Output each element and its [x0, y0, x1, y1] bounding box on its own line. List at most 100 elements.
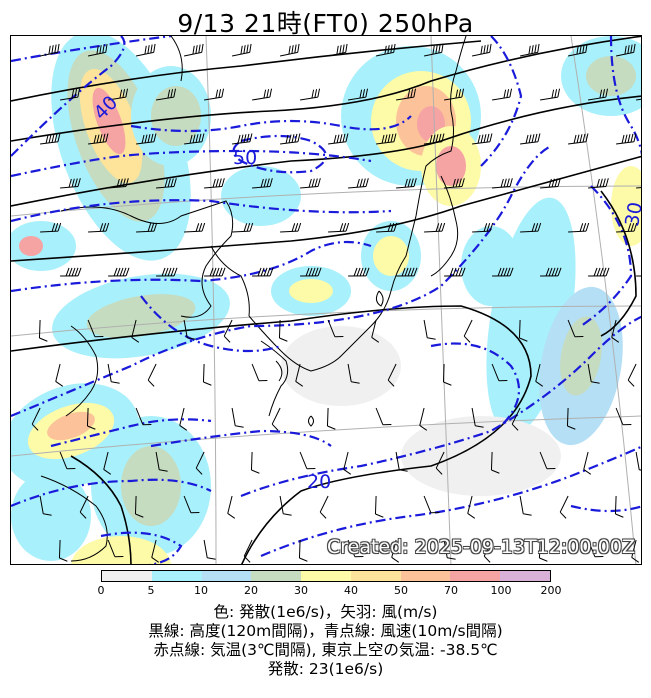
wind-barb	[343, 451, 352, 475]
divergence-patch	[373, 236, 409, 276]
wind-barb	[636, 275, 641, 277]
wind-barb	[39, 43, 60, 57]
wind-barb	[636, 185, 641, 189]
wind-barb	[135, 43, 156, 57]
wind-barb	[135, 407, 152, 426]
wind-barb	[611, 319, 620, 343]
wind-barb	[179, 407, 188, 431]
colorbar-segment	[201, 571, 252, 581]
wind-barb	[204, 178, 225, 189]
wind-barb	[40, 133, 61, 145]
divergence-patch	[151, 86, 201, 146]
wind-barb	[627, 363, 637, 387]
colorbar-tick-label: 50	[394, 584, 408, 597]
wind-barb	[280, 222, 302, 233]
colorbar-tick-label: 0	[97, 584, 105, 597]
wind-barb	[395, 451, 408, 472]
wind-barb	[328, 133, 349, 145]
colorbar-tick-label: 30	[294, 584, 308, 597]
colorbar-tick-label: 20	[244, 584, 258, 597]
colorbar-segment	[500, 571, 551, 581]
wind-barb	[203, 539, 216, 560]
wind-barb	[588, 178, 609, 189]
wind-barb	[471, 407, 484, 428]
wind-barb	[471, 43, 492, 57]
wind-barb	[492, 178, 513, 189]
divergence-patch	[19, 236, 43, 256]
divergence-patch	[586, 56, 636, 96]
wind-barb	[424, 133, 445, 145]
wind-barb	[195, 451, 205, 475]
created-timestamp: Created: 2025-09-13T12:00:00Z	[326, 536, 635, 558]
divergence-patch	[281, 326, 401, 406]
colorbar-segment	[102, 571, 152, 581]
wind-barb	[156, 88, 177, 101]
wind-barb	[147, 363, 157, 387]
divergence-patch	[11, 471, 91, 561]
wind-barb	[387, 363, 397, 387]
wind-barb	[635, 451, 641, 472]
wind-barb	[204, 267, 226, 277]
wind-barb	[391, 539, 400, 563]
colorbar-tick-label: 70	[444, 584, 458, 597]
wind-barb	[614, 495, 624, 518]
wind-barb	[538, 539, 548, 562]
wind-barb	[347, 363, 360, 384]
wind-barb	[616, 133, 637, 145]
colorbar-segment	[350, 571, 401, 581]
wind-barb	[539, 451, 556, 470]
wind-barb	[87, 43, 108, 57]
wind-barb	[396, 178, 417, 189]
wind-barb	[376, 133, 397, 145]
wind-barb	[327, 319, 344, 338]
wind-barb	[520, 222, 542, 233]
wind-barb	[295, 363, 304, 387]
wind-barb	[588, 267, 610, 277]
wind-barb	[232, 222, 254, 233]
wind-barb	[183, 43, 204, 57]
wind-barb	[326, 407, 336, 430]
wind-barb	[107, 363, 120, 384]
wind-barbs	[31, 43, 641, 563]
wind-barb	[615, 43, 636, 57]
wind-barb	[60, 178, 81, 189]
wind-barb	[298, 539, 308, 562]
wind-barb	[567, 319, 584, 338]
wind-barb	[348, 267, 370, 277]
wind-barb	[156, 267, 178, 277]
wind-barb	[566, 407, 576, 430]
wind-barb	[136, 222, 158, 233]
wind-speed-label-20: 20	[307, 471, 331, 493]
wind-barb	[183, 319, 196, 340]
wind-barb	[424, 222, 446, 233]
wind-barb	[540, 88, 561, 101]
wind-barb	[492, 267, 514, 277]
legend-line-temperature: 赤点線: 気温(3℃間隔), 東京上空の気温: -38.5℃	[153, 641, 498, 659]
divergence-patch	[221, 166, 301, 226]
wind-barb	[279, 43, 300, 57]
wind-barb	[280, 133, 301, 145]
divergence-colorbar	[101, 570, 551, 582]
colorbar-segment	[301, 571, 351, 581]
wind-barb	[108, 88, 129, 101]
wind-barb	[231, 407, 244, 428]
wind-barb	[183, 495, 200, 514]
map-legend: 色: 発散(1e6/s)，矢羽: 風(m/s) 黒線: 高度(120m間隔)，青…	[0, 603, 651, 679]
wind-barb	[231, 43, 252, 57]
wind-barb	[250, 451, 260, 474]
wind-barb	[472, 222, 494, 233]
weather-map: 40 50 30 20 Created: 2025-09-13T12:00:00…	[10, 35, 642, 565]
wind-barb	[587, 539, 604, 558]
divergence-patch	[436, 146, 466, 186]
wind-barb	[300, 178, 321, 189]
wind-barb	[375, 43, 396, 57]
colorbar-segment	[450, 571, 501, 581]
divergence-patch	[92, 87, 126, 155]
wind-barb	[278, 319, 288, 342]
colorbar-ticks: 0 5 10 20 30 40 50 70 100 200	[97, 584, 562, 600]
wind-barb	[568, 222, 590, 233]
wind-barb	[202, 363, 212, 386]
wind-barb	[444, 88, 465, 101]
divergence-patch	[47, 411, 95, 441]
wind-barb	[463, 319, 473, 343]
